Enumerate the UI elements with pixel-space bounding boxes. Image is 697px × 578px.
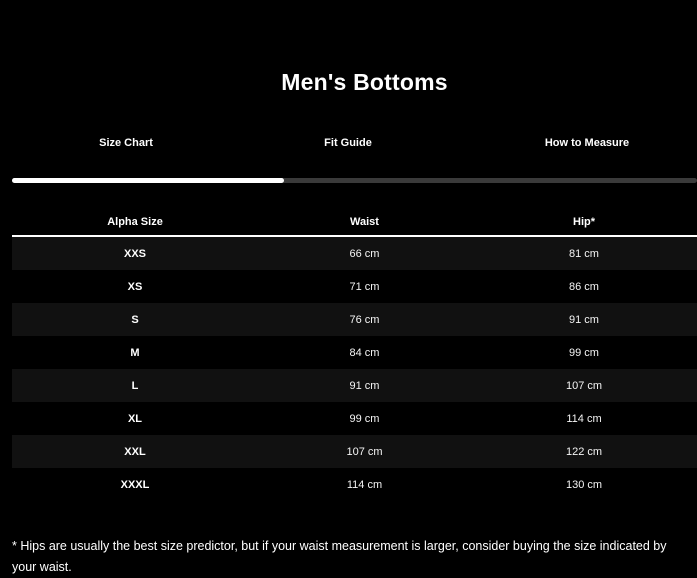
waist-value: 76 cm [349,313,380,326]
hip-value: 99 cm [569,346,599,359]
table-row: XXS 66 cm 81 cm [12,237,697,270]
table-row: XXL 107 cm 122 cm [12,435,697,468]
size-label: S [131,313,139,326]
size-label: XXL [124,445,146,458]
table-header-row: Alpha Size Waist Hip* [12,208,697,237]
waist-value: 66 cm [349,247,380,260]
page-title: Men's Bottoms [281,69,448,95]
tab-indicator-thumb[interactable] [12,178,284,183]
size-chart-table: Alpha Size Waist Hip* XXS 66 cm 81 cm XS… [12,208,697,501]
table-row: L 91 cm 107 cm [12,369,697,402]
hip-value: 86 cm [569,280,599,293]
table-row: M 84 cm 99 cm [12,336,697,369]
waist-value: 107 cm [346,445,383,458]
table-row: S 76 cm 91 cm [12,303,697,336]
size-label: XL [127,412,143,425]
column-header-alpha-size: Alpha Size [107,215,163,228]
table-row: XL 99 cm 114 cm [12,402,697,435]
size-label: L [131,379,139,392]
column-header-hip: Hip* [573,215,595,228]
table-row: XXXL 114 cm 130 cm [12,468,697,501]
tab-indicator-track [12,178,697,183]
table-row: XS 71 cm 86 cm [12,270,697,303]
waist-value: 91 cm [349,379,380,392]
size-label: XXXL [120,478,150,491]
hip-value: 107 cm [565,379,603,392]
waist-value: 71 cm [349,280,380,293]
hip-value: 122 cm [565,445,603,458]
waist-value: 114 cm [346,478,383,491]
tab-size-chart[interactable]: Size Chart [99,137,153,149]
size-label: XS [127,280,143,293]
size-label: M [130,346,140,359]
tab-how-to-measure[interactable]: How to Measure [544,137,630,149]
tab-fit-guide[interactable]: Fit Guide [324,137,372,149]
hip-value: 91 cm [569,313,599,326]
hip-value: 114 cm [566,412,602,425]
waist-value: 99 cm [349,412,380,425]
waist-value: 84 cm [349,346,380,359]
hip-value: 130 cm [565,478,603,491]
size-label: XXS [123,247,146,260]
column-header-waist: Waist [350,215,379,228]
hip-size-footnote: * Hips are usually the best size predict… [12,539,667,574]
hip-value: 81 cm [569,247,599,260]
